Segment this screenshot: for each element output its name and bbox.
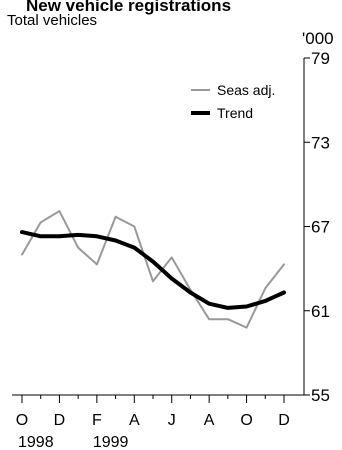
x-year-label: 1998 xyxy=(18,434,54,450)
x-tick-label: J xyxy=(168,412,176,429)
y-unit-label: '000 xyxy=(302,29,334,48)
legend-label-trend: Trend xyxy=(217,105,253,121)
series-line-seas-adj xyxy=(21,210,285,329)
x-tick-label: D xyxy=(278,412,290,429)
chart-title: New vehicle registrations xyxy=(26,0,231,15)
series-line-trend xyxy=(20,230,286,310)
x-tick-label: F xyxy=(92,412,102,429)
y-tick-label: 67 xyxy=(311,218,330,237)
legend-label-seas-adj: Seas adj. xyxy=(217,82,275,98)
x-tick-label: D xyxy=(54,412,66,429)
y-axis: 55 61 67 73 79 xyxy=(303,49,330,405)
y-tick-label: 73 xyxy=(311,133,330,152)
x-tick-label: A xyxy=(204,412,215,429)
y-tick-label: 61 xyxy=(311,302,330,321)
x-tick-label: O xyxy=(240,412,252,429)
x-tick-label: A xyxy=(129,412,140,429)
x-year-label: 1999 xyxy=(93,434,129,450)
y-tick-label: 55 xyxy=(311,386,330,405)
legend: Seas adj. Trend xyxy=(191,82,275,121)
x-tick-label: O xyxy=(16,412,28,429)
series-layer xyxy=(20,210,286,329)
chart-subtitle: Total vehicles xyxy=(7,12,97,29)
y-tick-label: 79 xyxy=(311,49,330,68)
